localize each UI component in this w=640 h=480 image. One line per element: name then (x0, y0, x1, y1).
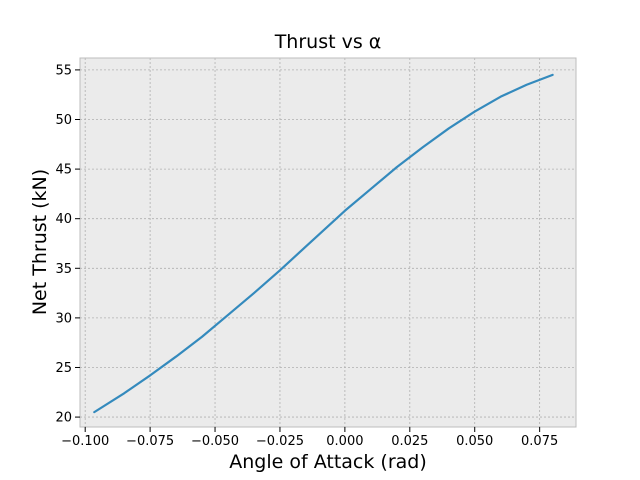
chart-title: Thrust vs α (274, 31, 382, 53)
y-axis-ticks: 20 25 30 35 40 45 50 55 (55, 63, 80, 426)
y-tick-label-4: 40 (55, 212, 72, 227)
y-axis-label: Net Thrust (kN) (29, 169, 51, 315)
x-tick-label-4: 0.000 (326, 434, 363, 449)
y-tick-label-2: 30 (55, 311, 72, 326)
x-tick-label-0: −0.100 (61, 434, 109, 449)
y-tick-label-7: 55 (55, 63, 72, 78)
x-tick-label-7: 0.075 (521, 434, 558, 449)
grid-lines (80, 58, 576, 427)
y-tick-label-6: 50 (55, 113, 72, 128)
y-tick-label-3: 35 (55, 262, 72, 277)
x-tick-label-3: −0.025 (256, 434, 304, 449)
y-tick-label-0: 20 (55, 411, 72, 426)
plot-frame (79, 57, 577, 428)
x-axis-label: Angle of Attack (rad) (229, 451, 427, 473)
x-tick-label-1: −0.075 (126, 434, 174, 449)
x-tick-label-2: −0.050 (191, 434, 239, 449)
x-axis-ticks: −0.100 −0.075 −0.050 −0.025 0.000 0.025 0.050 0… (61, 427, 558, 449)
series-line-0 (93, 73, 554, 414)
y-tick-label-1: 25 (55, 361, 72, 376)
x-tick-label-5: 0.025 (391, 434, 428, 449)
y-tick-label-5: 45 (55, 163, 72, 178)
series-layer (93, 73, 554, 414)
x-tick-label-6: 0.050 (456, 434, 493, 449)
